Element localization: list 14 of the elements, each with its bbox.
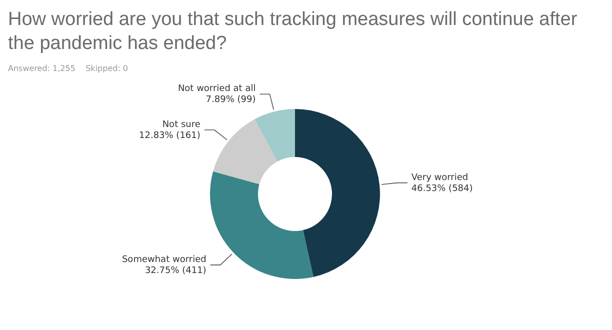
chart-subtitle: Answered: 1,255 Skipped: 0 [8, 64, 130, 73]
data-label: 46.53% (584) [411, 184, 473, 194]
slice-label: Not worried at all [178, 84, 256, 94]
data-label: 7.89% (99) [206, 95, 256, 106]
donut-slice [254, 109, 295, 162]
donut-slice [213, 119, 278, 184]
slice-label: Somewhat worried [122, 254, 206, 265]
donut-slice [210, 171, 314, 279]
slice-label: Very worried [411, 172, 468, 183]
data-label: 32.75% (411) [144, 266, 206, 276]
donut-slice [295, 109, 380, 277]
data-label: 12.83% (161) [139, 130, 200, 141]
slice-label: Not sure [162, 120, 201, 130]
chart-title: How worried are you that such tracking measures will continue after the pandemic has ended? [8, 8, 578, 56]
